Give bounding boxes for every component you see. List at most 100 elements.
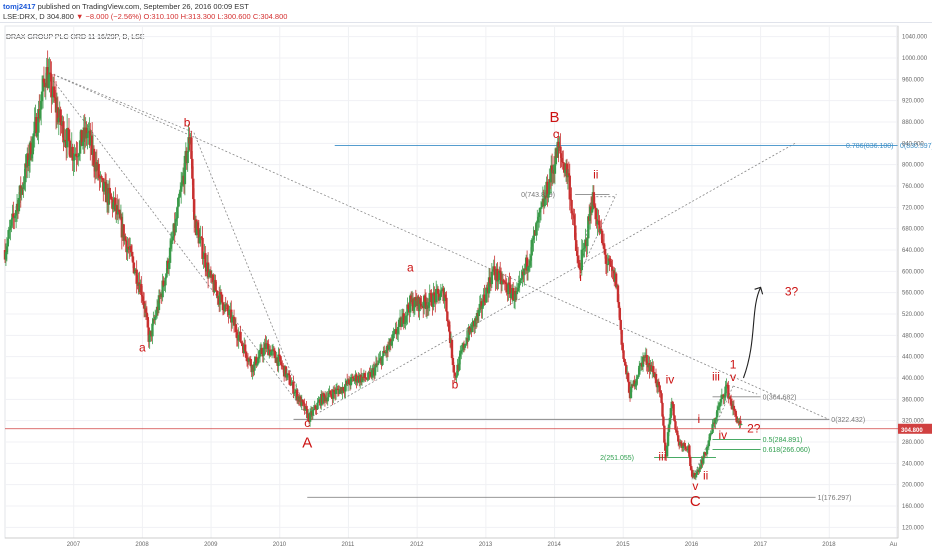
candle-body — [571, 213, 574, 215]
candle-body — [729, 399, 733, 405]
candle-body — [624, 361, 627, 366]
candle-body — [456, 364, 459, 376]
candle-body — [190, 137, 193, 159]
candle-body — [314, 405, 317, 410]
candle-body — [22, 183, 25, 189]
candle-body — [186, 151, 189, 164]
candle-body — [12, 213, 15, 218]
candle-body — [560, 153, 563, 159]
candle-body — [483, 294, 486, 302]
candle-body — [519, 279, 522, 281]
y-tick-label: 160.000 — [902, 504, 924, 510]
candle-body — [627, 381, 631, 393]
candle-body — [142, 301, 146, 309]
candle-body — [30, 154, 34, 159]
candle-body — [520, 278, 523, 280]
candle-body — [617, 302, 621, 308]
candle-body — [675, 429, 678, 431]
candle-body — [587, 216, 590, 239]
candle-body — [573, 215, 576, 226]
candle-body — [488, 277, 492, 283]
candle-body — [618, 307, 622, 321]
candle-body — [305, 406, 308, 409]
candle-body — [411, 298, 415, 311]
candle-body — [686, 449, 689, 451]
candle-body — [391, 334, 394, 342]
candle-body — [621, 344, 624, 351]
candle-body — [40, 91, 44, 102]
candle-body — [705, 446, 709, 455]
candle-body — [161, 280, 164, 298]
candle-body — [718, 402, 722, 407]
candle-body — [14, 210, 18, 216]
author-name[interactable]: tomj2417 — [3, 2, 36, 11]
candle-body — [6, 238, 9, 247]
candle-body — [308, 412, 312, 422]
candle-body — [49, 72, 52, 75]
candle-body — [496, 268, 499, 282]
published-info: published on TradingView.com, September … — [37, 2, 249, 11]
candle-body — [674, 421, 677, 430]
candle-body — [90, 135, 94, 155]
candle-body — [355, 374, 358, 383]
wave-label: iii — [712, 370, 720, 384]
candle-body — [381, 356, 384, 365]
candle-body — [642, 356, 646, 358]
candle-body — [169, 240, 173, 248]
candle-body — [9, 225, 12, 229]
candle-body — [230, 309, 233, 323]
candle-body — [569, 199, 572, 201]
candle-body — [445, 297, 448, 312]
candle-body — [59, 109, 62, 125]
candle-body — [266, 343, 269, 345]
candle-body — [23, 182, 26, 184]
candle-body — [623, 358, 626, 362]
down-arrow-icon: ▼ — [76, 12, 84, 21]
candle-body — [333, 389, 336, 393]
candle-body — [679, 442, 683, 444]
candle-body — [521, 271, 524, 279]
candle-body — [581, 249, 584, 250]
candle-body — [471, 322, 474, 333]
candle-body — [290, 384, 293, 386]
candle-body — [29, 142, 33, 159]
candle-body — [500, 280, 504, 285]
y-tick-label: 920.000 — [902, 99, 924, 105]
candle-body — [302, 402, 305, 404]
candle-body — [67, 129, 71, 141]
price-change: −8.000 (−2.56%) — [85, 12, 142, 21]
wave-label: ii — [593, 168, 598, 182]
candle-body — [107, 187, 111, 205]
grid-lines — [4, 25, 899, 539]
candle-body — [550, 165, 553, 183]
trend-line — [46, 70, 195, 134]
candle-body — [178, 196, 181, 198]
candle-body — [706, 446, 710, 447]
candle-body — [683, 442, 686, 447]
candle-body — [528, 260, 532, 266]
candle-body — [393, 330, 396, 334]
candle-body — [450, 339, 454, 358]
candle-body — [127, 246, 130, 249]
candle-body — [151, 323, 154, 337]
candle-body — [77, 156, 80, 158]
candle-body — [179, 191, 182, 197]
candle-body — [78, 140, 82, 154]
candle-body — [101, 177, 104, 179]
candle-body — [86, 133, 89, 138]
candle-body — [662, 416, 665, 426]
candle-body — [353, 378, 356, 382]
candle-body — [535, 222, 538, 236]
y-tick-label: 600.000 — [902, 269, 924, 275]
candle-body — [44, 86, 48, 88]
fib-level-label: 1(176.297) — [818, 495, 852, 502]
candle-body — [626, 373, 630, 382]
candle-body — [588, 206, 592, 221]
wave-label: iv — [666, 372, 675, 386]
candle-body — [215, 290, 218, 292]
candle-body — [371, 370, 374, 378]
candle-body — [688, 445, 691, 457]
candle-body — [464, 343, 468, 345]
candle-body — [575, 240, 578, 251]
